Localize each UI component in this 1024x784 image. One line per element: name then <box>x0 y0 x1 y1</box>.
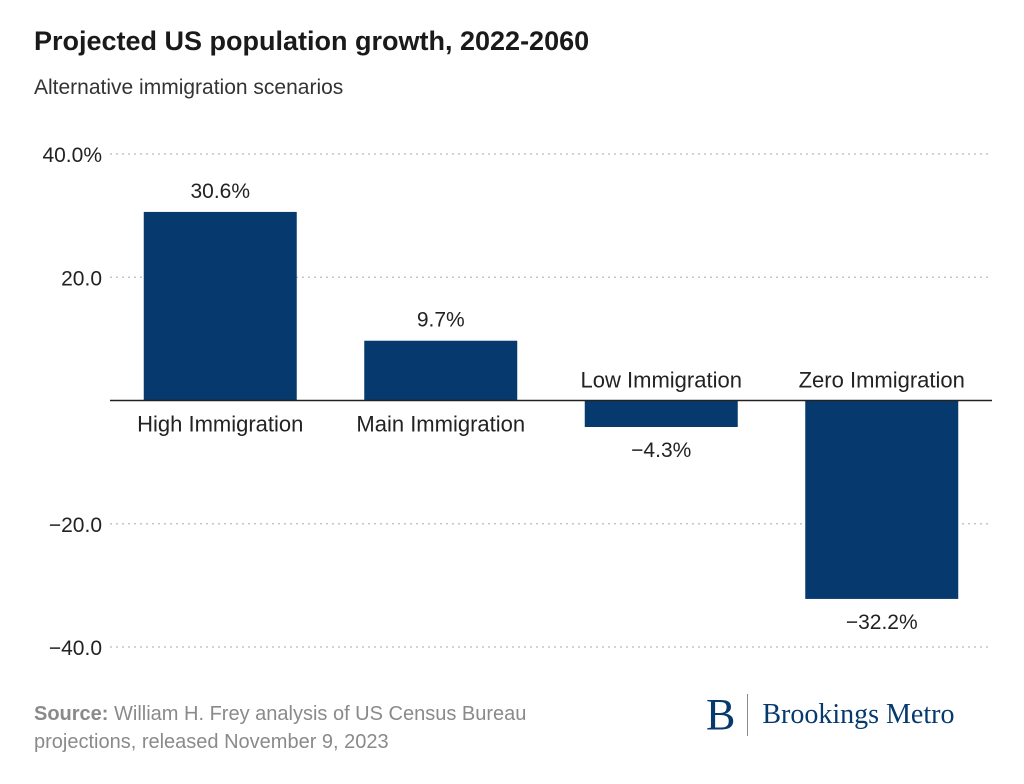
data-label: 9.7% <box>417 309 465 332</box>
data-label: 30.6% <box>190 180 250 203</box>
logo-divider <box>747 694 749 736</box>
y-tick-label: 40.0% <box>42 144 102 167</box>
category-label: Low Immigration <box>581 368 742 393</box>
data-label: −32.2% <box>846 611 918 634</box>
source-label: Source: <box>34 703 109 725</box>
y-tick-label: 20.0 <box>61 267 102 290</box>
chart-subtitle: Alternative immigration scenarios <box>34 76 344 99</box>
logo-text: Brookings Metro <box>762 699 955 730</box>
source-note: Source: William H. Frey analysis of US C… <box>34 700 594 756</box>
bar <box>584 400 738 427</box>
category-label: Main Immigration <box>356 412 525 437</box>
data-label: −4.3% <box>631 439 691 462</box>
chart-title: Projected US population growth, 2022-206… <box>34 26 590 56</box>
y-tick-label: −20.0 <box>49 514 102 537</box>
brookings-metro-logo: B Brookings Metro <box>706 690 954 740</box>
category-label: High Immigration <box>137 412 303 437</box>
bar <box>143 211 297 401</box>
y-tick-label: −40.0 <box>49 637 102 660</box>
brookings-b-logo-icon: B <box>706 690 736 739</box>
source-text: William H. Frey analysis of US Census Bu… <box>34 703 527 753</box>
bar <box>805 400 959 599</box>
category-label: Zero Immigration <box>799 368 965 393</box>
bar <box>364 340 518 401</box>
